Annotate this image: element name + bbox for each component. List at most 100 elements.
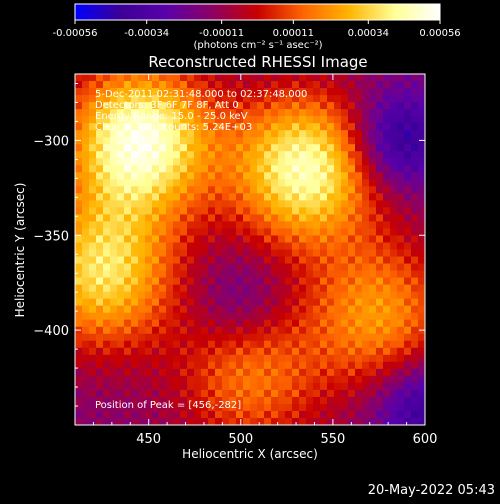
heatmap-cell xyxy=(369,172,377,180)
heatmap-cell xyxy=(145,389,153,398)
heatmap-cell xyxy=(320,305,328,314)
heatmap-cell xyxy=(124,277,132,286)
heatmap-cell xyxy=(96,410,104,419)
heatmap-cell xyxy=(369,95,377,103)
heatmap-cell xyxy=(131,305,139,314)
heatmap-cell xyxy=(250,340,258,349)
heatmap-cell xyxy=(243,277,251,286)
heatmap-cell xyxy=(243,354,251,363)
heatmap-cell xyxy=(138,361,146,370)
heatmap-cell xyxy=(166,116,174,124)
heatmap-cell xyxy=(292,207,300,215)
heatmap-cell xyxy=(250,375,258,384)
heatmap-cell xyxy=(96,354,104,363)
heatmap-cell xyxy=(229,249,237,258)
heatmap-cell xyxy=(264,354,272,363)
heatmap-cell xyxy=(327,207,335,215)
heatmap-cell xyxy=(285,109,293,117)
heatmap-cell xyxy=(243,74,251,82)
heatmap-cell xyxy=(82,88,90,96)
heatmap-cell xyxy=(159,130,167,138)
heatmap-cell xyxy=(320,410,328,419)
heatmap-cell xyxy=(145,88,153,96)
heatmap-cell xyxy=(250,102,258,110)
heatmap-cell xyxy=(341,102,349,110)
heatmap-cell xyxy=(215,361,223,370)
heatmap-cell xyxy=(292,277,300,286)
heatmap-cell xyxy=(110,298,118,307)
heatmap-cell xyxy=(131,179,139,187)
heatmap-cell xyxy=(397,319,405,328)
heatmap-cell xyxy=(376,116,384,124)
heatmap-cell xyxy=(229,284,237,293)
heatmap-cell xyxy=(131,193,139,201)
heatmap-cell xyxy=(215,123,223,131)
heatmap-cell xyxy=(299,312,307,321)
heatmap-cell xyxy=(229,277,237,286)
heatmap-cell xyxy=(313,375,321,384)
heatmap-cell xyxy=(215,249,223,258)
heatmap-cell xyxy=(152,256,160,265)
heatmap-cell xyxy=(348,375,356,384)
heatmap-cell xyxy=(229,95,237,103)
heatmap-cell xyxy=(222,417,230,425)
heatmap-cell xyxy=(89,200,97,208)
heatmap-cell xyxy=(348,242,356,251)
heatmap-cell xyxy=(397,144,405,152)
heatmap-cell xyxy=(250,382,258,391)
heatmap-cell xyxy=(250,270,258,279)
heatmap-cell xyxy=(390,410,398,419)
heatmap-cell xyxy=(117,81,125,89)
heatmap-cell xyxy=(110,410,118,419)
heatmap-cell xyxy=(383,151,391,159)
heatmap-cell xyxy=(327,270,335,279)
heatmap-cell xyxy=(194,389,202,398)
heatmap-cell xyxy=(159,382,167,391)
heatmap-cell xyxy=(124,137,132,145)
heatmap-cell xyxy=(208,102,216,110)
heatmap-cell xyxy=(278,137,286,145)
heatmap-cell xyxy=(418,417,425,425)
heatmap-cell xyxy=(418,130,425,138)
heatmap-cell xyxy=(285,403,293,412)
heatmap-cell xyxy=(117,354,125,363)
heatmap-cell xyxy=(236,333,244,342)
heatmap-cell xyxy=(348,389,356,398)
heatmap-cell xyxy=(173,403,181,412)
plot-area: 450 500 550 600−300−350−400 xyxy=(33,73,437,447)
heatmap-cell xyxy=(271,361,279,370)
heatmap-cell xyxy=(187,74,195,82)
heatmap-cell xyxy=(117,123,125,131)
heatmap-cell xyxy=(173,312,181,321)
heatmap-cell xyxy=(327,81,335,89)
heatmap-cell xyxy=(341,172,349,180)
heatmap-cell xyxy=(404,326,412,335)
heatmap-cell xyxy=(75,200,83,208)
heatmap-cell xyxy=(103,88,111,96)
heatmap-cell xyxy=(173,270,181,279)
heatmap-cell xyxy=(257,263,265,272)
heatmap-cell xyxy=(82,144,90,152)
heatmap-cell xyxy=(103,193,111,201)
heatmap-cell xyxy=(89,347,97,356)
heatmap-cell xyxy=(103,102,111,110)
heatmap-cell xyxy=(355,347,363,356)
heatmap-cell xyxy=(236,291,244,300)
heatmap-cell xyxy=(243,375,251,384)
heatmap-cell xyxy=(285,263,293,272)
heatmap-cell xyxy=(110,270,118,279)
heatmap-cell xyxy=(397,186,405,194)
heatmap-cell xyxy=(257,382,265,391)
heatmap-cell xyxy=(138,270,146,279)
heatmap-cell xyxy=(138,207,146,215)
heatmap-cell xyxy=(180,277,188,286)
heatmap-cell xyxy=(306,305,314,314)
heatmap-cell xyxy=(334,270,342,279)
heatmap-cell xyxy=(201,172,209,180)
heatmap-cell xyxy=(166,207,174,215)
heatmap-cell xyxy=(362,193,370,201)
heatmap-cell xyxy=(362,242,370,251)
heatmap-cell xyxy=(89,312,97,321)
heatmap-cell xyxy=(334,284,342,293)
heatmap-cells xyxy=(75,74,425,425)
